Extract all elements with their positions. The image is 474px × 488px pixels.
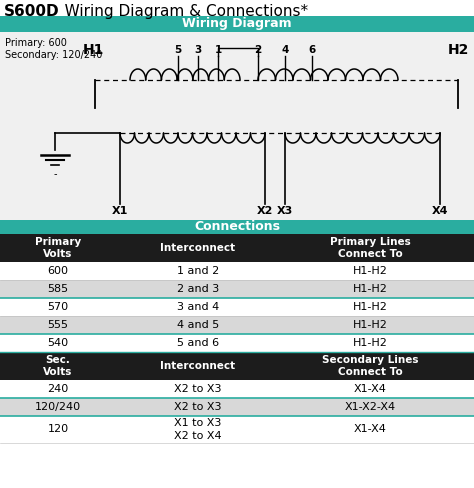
Bar [0,262,474,280]
Text: H1: H1 [83,43,104,57]
Text: 570: 570 [47,302,69,312]
Text: Interconnect: Interconnect [160,361,236,371]
Text: 120/240: 120/240 [35,402,81,412]
Text: X1 to X3
X2 to X4: X1 to X3 X2 to X4 [174,418,222,441]
Text: 555: 555 [47,320,69,330]
Text: X1: X1 [112,206,128,216]
Text: H2: H2 [448,43,469,57]
Text: H1-H2: H1-H2 [353,338,387,348]
Text: 1: 1 [214,45,222,55]
Text: 600: 600 [47,266,69,276]
Text: X1-X4: X1-X4 [354,425,386,434]
Bar [0,352,474,380]
Text: H1-H2: H1-H2 [353,284,387,294]
Text: 5 and 6: 5 and 6 [177,338,219,348]
Text: X2 to X3: X2 to X3 [174,384,222,394]
Bar [0,16,474,32]
Text: X3: X3 [277,206,293,216]
Text: Wiring Diagram & Connections*: Wiring Diagram & Connections* [50,4,308,19]
Text: 1 and 2: 1 and 2 [177,266,219,276]
Bar [0,280,474,298]
Text: -: - [53,169,57,179]
Text: 585: 585 [47,284,69,294]
Text: 6: 6 [309,45,316,55]
Bar [0,234,474,262]
Text: 540: 540 [47,338,69,348]
Bar [0,220,474,234]
Text: Primary: 600
Secondary: 120/240: Primary: 600 Secondary: 120/240 [5,38,102,60]
Text: 240: 240 [47,384,69,394]
Text: H1-H2: H1-H2 [353,320,387,330]
Bar [0,398,474,416]
Text: 3: 3 [194,45,201,55]
Text: H1-H2: H1-H2 [353,266,387,276]
Text: X2 to X3: X2 to X3 [174,402,222,412]
Text: S600D: S600D [4,4,60,19]
Text: H1-H2: H1-H2 [353,302,387,312]
Bar [0,316,474,334]
Text: 5: 5 [174,45,182,55]
Text: Sec.
Volts: Sec. Volts [43,355,73,377]
Text: 4: 4 [281,45,289,55]
Bar [0,416,474,443]
Text: Interconnect: Interconnect [160,243,236,253]
Text: X1-X4: X1-X4 [354,384,386,394]
Text: 120: 120 [47,425,69,434]
Bar [0,32,474,220]
Text: X2: X2 [257,206,273,216]
Text: X1-X2-X4: X1-X2-X4 [345,402,396,412]
Text: Connections: Connections [194,221,280,233]
Text: 3 and 4: 3 and 4 [177,302,219,312]
Text: Primary Lines
Connect To: Primary Lines Connect To [329,237,410,259]
Text: X4: X4 [432,206,448,216]
Text: Primary
Volts: Primary Volts [35,237,81,259]
Text: 2 and 3: 2 and 3 [177,284,219,294]
Text: 2: 2 [255,45,262,55]
Text: 4 and 5: 4 and 5 [177,320,219,330]
Text: Secondary Lines
Connect To: Secondary Lines Connect To [322,355,418,377]
Text: Wiring Diagram: Wiring Diagram [182,18,292,30]
Bar [0,334,474,352]
Bar [0,380,474,398]
Bar [0,298,474,316]
